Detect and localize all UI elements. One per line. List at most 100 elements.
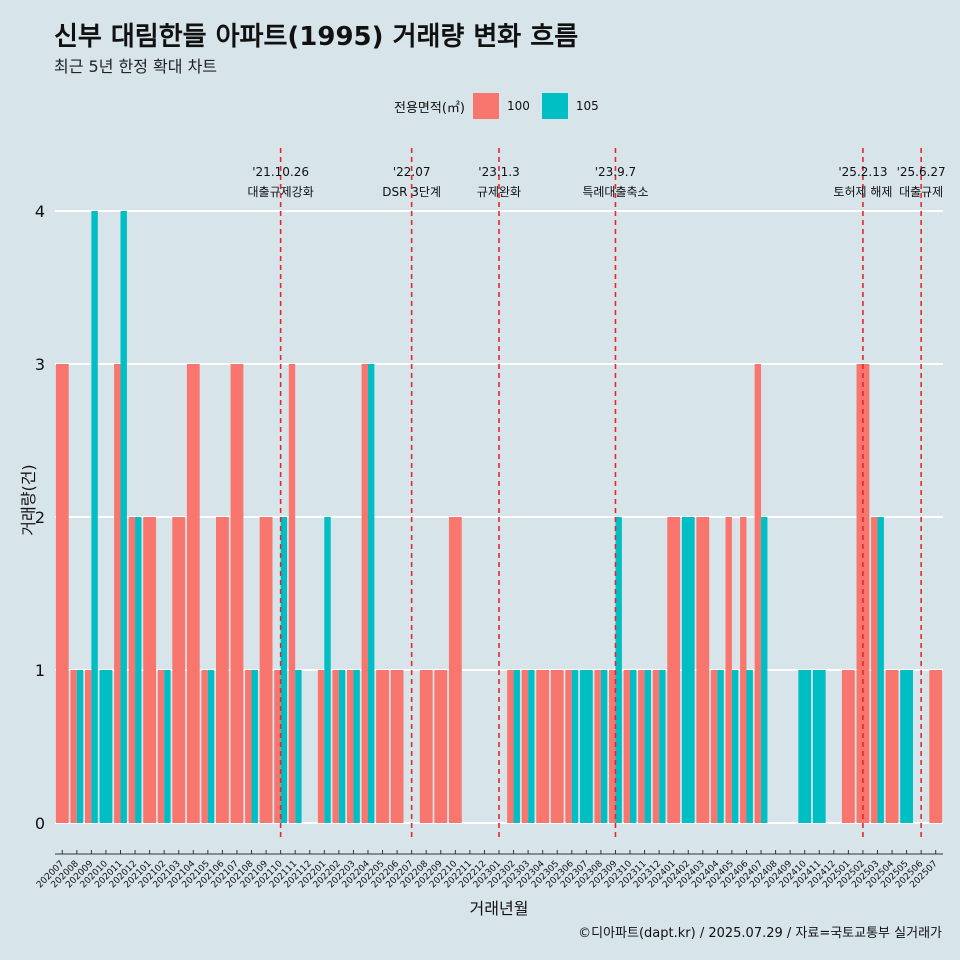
legend-label-100: 100 — [506, 99, 530, 113]
annotation-label: 특례대출축소 — [582, 185, 648, 199]
annotation-label: DSR 3단계 — [382, 185, 441, 199]
x-axis-title: 거래년월 — [470, 899, 529, 918]
bar-100-202310 — [623, 670, 631, 823]
bar-100-202201 — [317, 670, 325, 823]
bar-100-202111 — [288, 364, 296, 823]
bar-105-202009 — [91, 211, 98, 823]
bar-100-202405 — [725, 517, 732, 823]
bar-100-202403 — [696, 517, 710, 823]
bar-100-202009 — [84, 670, 92, 823]
bar-105-202312 — [659, 670, 666, 823]
annotation-date: '23.9.7 — [595, 165, 636, 179]
bar-105-202302 — [513, 670, 520, 823]
bar-100-202103 — [172, 517, 186, 823]
bar-100-202507 — [929, 670, 943, 823]
bar-100-202501 — [841, 670, 855, 823]
annotation-date: '22.07 — [393, 165, 431, 179]
bar-105-202404 — [717, 670, 724, 823]
bar-105-202201 — [324, 517, 331, 823]
bar-105-202310 — [630, 670, 637, 823]
bar-100-202303 — [521, 670, 529, 823]
annotation-label: 규제완화 — [477, 185, 521, 199]
legend-title: 전용면적(㎡) — [394, 100, 465, 116]
bar-100-202108 — [245, 670, 252, 823]
bar-105-202410 — [798, 670, 812, 823]
bar-105-202110 — [280, 517, 288, 823]
bar-100-202012 — [128, 517, 136, 823]
bar-105-202505 — [900, 670, 914, 823]
chart-title: 신부 대림한들 아파트(1995) 거래량 변화 흐름 — [54, 22, 579, 52]
bar-100-202008 — [70, 670, 77, 823]
bar-100-202302 — [507, 670, 514, 823]
bar-105-202405 — [731, 670, 739, 823]
caption: ©디아파트(dapt.kr) / 2025.07.29 / 자료=국토교통부 실… — [578, 926, 942, 941]
bar-105-202411 — [812, 670, 826, 823]
bar-100-202105 — [201, 670, 208, 823]
y-tick-label: 1 — [35, 661, 45, 680]
bar-100-202404 — [710, 670, 718, 823]
bar-100-202206 — [390, 670, 404, 823]
bar-105-202402 — [681, 517, 695, 823]
bar-100-202011 — [114, 364, 121, 823]
bar-100-202102 — [157, 670, 165, 823]
bar-100-202504 — [885, 670, 899, 823]
y-tick-label: 2 — [35, 508, 45, 527]
bar-100-202104 — [186, 364, 200, 823]
annotation-date: '23.1.3 — [478, 165, 519, 179]
bar-100-202305 — [550, 670, 564, 823]
y-tick-label: 3 — [35, 355, 45, 374]
bar-105-202204 — [367, 364, 375, 823]
bar-100-202106 — [216, 517, 229, 823]
annotation-label: 대출규제 — [899, 185, 943, 199]
bar-100-202202 — [332, 670, 339, 823]
bar-105-202407 — [761, 517, 768, 823]
bar-100-202209 — [434, 670, 448, 823]
bar-100-202210 — [448, 517, 462, 823]
bar-100-202304 — [536, 670, 550, 823]
bar-105-202503 — [877, 517, 884, 823]
bar-100-202203 — [347, 670, 354, 823]
bar-105-202008 — [76, 670, 84, 823]
bar-105-202111 — [295, 670, 302, 823]
bar-100-202306 — [565, 670, 572, 823]
legend-swatch-100 — [472, 93, 499, 119]
bar-105-202308 — [600, 670, 608, 823]
bar-105-202406 — [746, 670, 753, 823]
bar-105-202102 — [164, 670, 171, 823]
bar-105-202303 — [528, 670, 535, 823]
legend-swatch-105 — [541, 93, 568, 119]
bar-105-202012 — [135, 517, 142, 823]
legend: 전용면적(㎡) 100 105 — [394, 93, 611, 119]
bar-105-202105 — [207, 670, 215, 823]
annotation-label: 토허제 해제 — [833, 185, 892, 199]
bar-100-202309 — [609, 670, 616, 823]
y-axis-title: 거래량(건) — [19, 464, 38, 535]
bar-100-202407 — [754, 364, 762, 823]
bar-100-202101 — [143, 517, 157, 823]
annotation-date: '25.2.13 — [838, 165, 887, 179]
bar-105-202306 — [571, 670, 579, 823]
y-tick-label: 4 — [35, 202, 45, 221]
chart-subtitle: 최근 5년 한정 확대 차트 — [54, 57, 218, 76]
bar-105-202307 — [579, 670, 593, 823]
bar-105-202108 — [251, 670, 258, 823]
bar-105-202202 — [338, 670, 346, 823]
bar-100-202312 — [652, 670, 660, 823]
bar-100-202406 — [740, 517, 747, 823]
bar-105-202309 — [615, 517, 622, 823]
bar-105-202010 — [99, 670, 113, 823]
legend-label-105: 105 — [575, 99, 599, 113]
bar-105-202011 — [120, 211, 127, 823]
bar-100-202110 — [274, 670, 281, 823]
bar-105-202203 — [353, 670, 360, 823]
bar-100-202107 — [230, 364, 244, 823]
bar-100-202205 — [376, 670, 389, 823]
bar-100-202311 — [638, 670, 645, 823]
bar-105-202311 — [644, 670, 651, 823]
y-tick-label: 0 — [35, 814, 45, 833]
bar-100-202007 — [55, 364, 69, 823]
bar-100-202401 — [667, 517, 681, 823]
bar-100-202308 — [594, 670, 601, 823]
bar-100-202208 — [419, 670, 433, 823]
